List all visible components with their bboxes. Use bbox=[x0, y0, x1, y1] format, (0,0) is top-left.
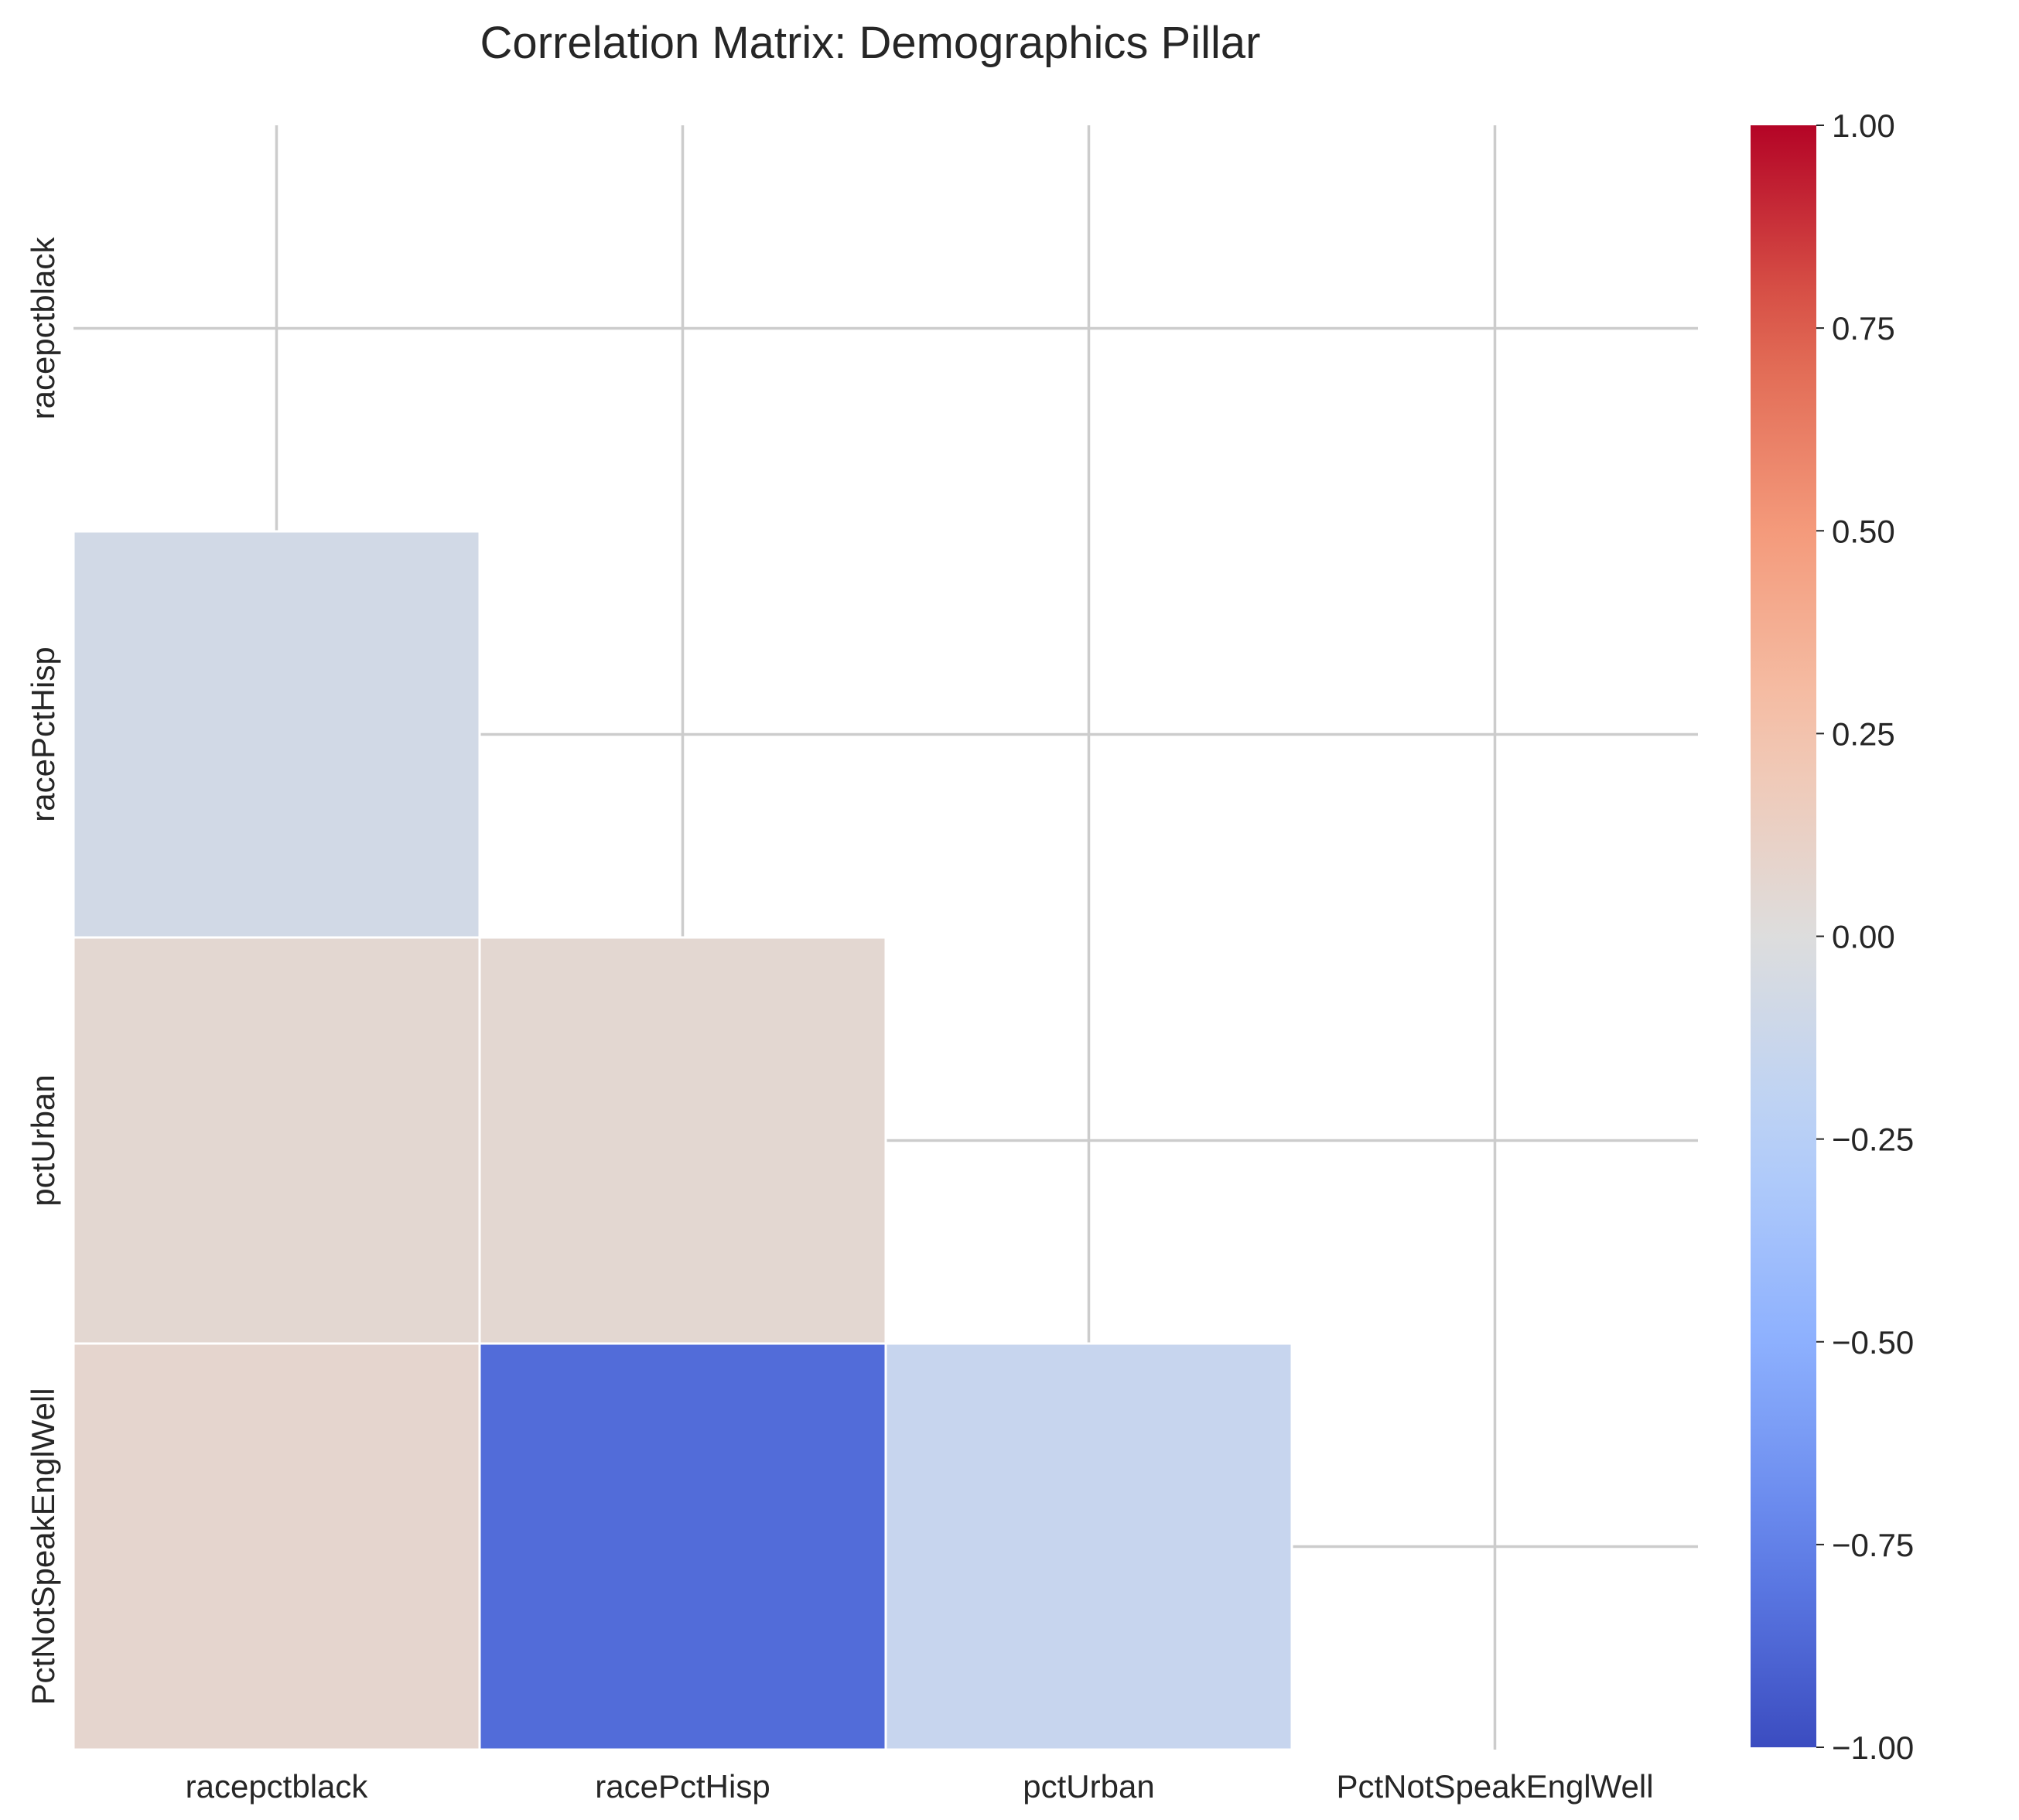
heatmap-cell bbox=[478, 936, 887, 1345]
y-tick-label: racepctblack bbox=[25, 237, 61, 420]
x-tick-label: PctNotSpeakEnglWell bbox=[1336, 1768, 1653, 1805]
y-axis-ticks: racepctblack racePctHisp pctUrban PctNotSpe… bbox=[25, 237, 61, 1706]
colorbar-tick-label: 0.50 bbox=[1832, 513, 1895, 549]
colorbar-tick-label: 1.00 bbox=[1832, 108, 1895, 144]
colorbar-tick-label: −1.00 bbox=[1832, 1730, 1914, 1766]
heatmap-cell bbox=[478, 1342, 887, 1751]
heatmap-cell bbox=[72, 1342, 481, 1751]
heatmap-cell bbox=[884, 1342, 1293, 1751]
colorbar-tick-label: −0.75 bbox=[1832, 1527, 1914, 1563]
colorbar-tick-label: 0.75 bbox=[1832, 310, 1895, 347]
colorbar-tick-label: −0.25 bbox=[1832, 1122, 1914, 1158]
x-axis-ticks: racepctblack racePctHisp pctUrban PctNotSpe… bbox=[186, 1768, 1654, 1805]
x-tick-label: racePctHisp bbox=[595, 1768, 770, 1805]
colorbar-gradient bbox=[1751, 125, 1816, 1747]
y-tick-label: racePctHisp bbox=[25, 647, 61, 821]
chart-title: Correlation Matrix: Demographics Pillar bbox=[480, 18, 1261, 68]
heatmap-cell bbox=[72, 936, 481, 1345]
colorbar-tick-label: 0.25 bbox=[1832, 715, 1895, 752]
colorbar-tick-label: 0.00 bbox=[1832, 919, 1895, 955]
x-tick-label: pctUrban bbox=[1023, 1768, 1154, 1805]
colorbar-tick-label: −0.50 bbox=[1832, 1324, 1914, 1361]
heatmap-cell bbox=[72, 530, 481, 939]
x-tick-label: racepctblack bbox=[186, 1768, 369, 1805]
heatmap-cells bbox=[72, 530, 1293, 1751]
colorbar: −1.00 −0.75 −0.50 −0.25 0.00 0.25 0.50 0.75 1.00 bbox=[1751, 108, 1914, 1766]
y-tick-label: PctNotSpeakEnglWell bbox=[25, 1388, 61, 1705]
y-tick-label: pctUrban bbox=[25, 1074, 61, 1206]
